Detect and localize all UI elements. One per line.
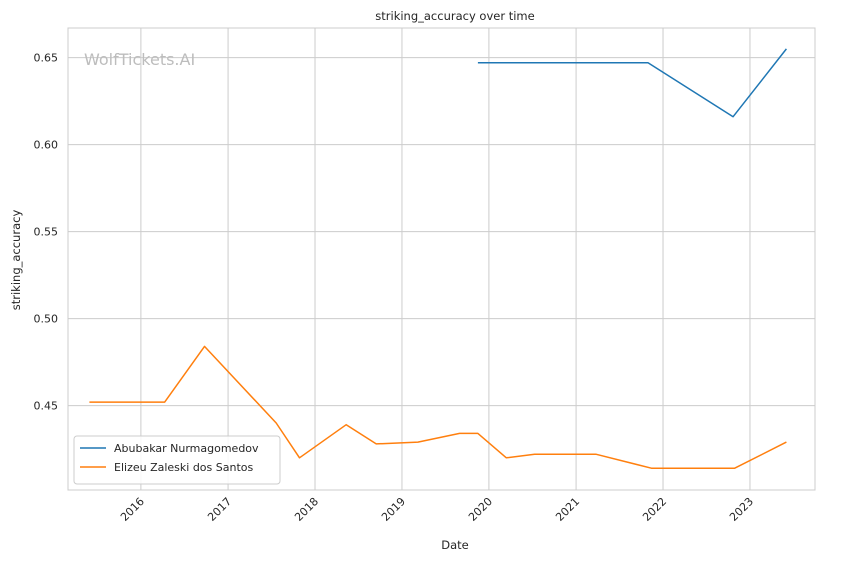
legend-box: [73, 435, 281, 485]
legend-label-2: Elizeu Zaleski dos Santos: [114, 461, 254, 474]
series-layer: [89, 48, 787, 469]
series-line-1: [477, 48, 787, 118]
chart-title: striking_accuracy over time: [375, 9, 534, 23]
y-tick-label: 0.65: [34, 52, 59, 65]
y-tick-label: 0.50: [34, 313, 59, 326]
grid-lines: [68, 28, 815, 490]
series-line-2: [89, 345, 787, 469]
legend-label-1: Abubakar Nurmagomedov: [114, 442, 259, 455]
y-tick-label: 0.45: [34, 400, 59, 413]
x-axis-label: Date: [441, 538, 469, 552]
y-axis-label: striking_accuracy: [9, 210, 23, 311]
y-tick-label: 0.55: [34, 226, 59, 239]
legend: Abubakar Nurmagomedov Elizeu Zaleski dos …: [73, 435, 281, 485]
y-tick-label: 0.60: [34, 139, 59, 152]
y-axis-ticks: 0.45 0.50 0.55 0.60 0.65: [34, 52, 59, 413]
plot-frame: [67, 27, 816, 491]
watermark-text: WolfTickets.AI: [84, 50, 195, 69]
